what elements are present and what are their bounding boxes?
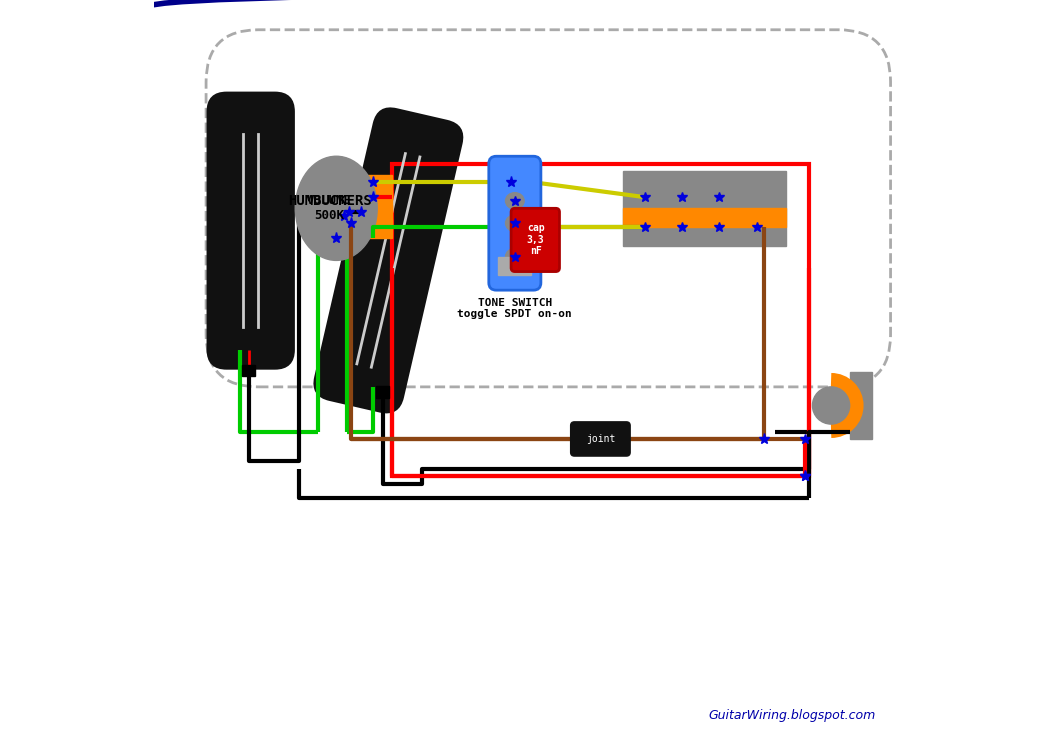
Bar bbox=[623, 208, 787, 227]
Circle shape bbox=[812, 387, 850, 424]
Ellipse shape bbox=[506, 215, 524, 231]
Bar bbox=[351, 219, 392, 227]
Bar bbox=[351, 175, 392, 238]
Bar bbox=[850, 372, 872, 439]
Text: joint: joint bbox=[586, 434, 615, 444]
Ellipse shape bbox=[506, 193, 524, 209]
Ellipse shape bbox=[506, 248, 524, 265]
Bar bbox=[351, 205, 392, 212]
FancyBboxPatch shape bbox=[511, 208, 560, 272]
Text: VOLUME
500K: VOLUME 500K bbox=[306, 194, 351, 222]
Bar bbox=[392, 164, 809, 476]
Bar bbox=[351, 190, 392, 197]
Text: TONE SWITCH
toggle SPDT on-on: TONE SWITCH toggle SPDT on-on bbox=[458, 298, 572, 319]
Ellipse shape bbox=[296, 156, 378, 260]
Text: cap
3,3
nF: cap 3,3 nF bbox=[527, 223, 545, 256]
Bar bbox=[499, 257, 531, 275]
Text: HUMBUCKERS: HUMBUCKERS bbox=[288, 194, 371, 208]
FancyBboxPatch shape bbox=[315, 109, 462, 412]
Text: GuitarWiring.blogspot.com: GuitarWiring.blogspot.com bbox=[708, 709, 875, 722]
FancyBboxPatch shape bbox=[489, 156, 541, 290]
Bar bbox=[351, 179, 392, 186]
Bar bbox=[376, 386, 389, 398]
FancyBboxPatch shape bbox=[208, 93, 294, 368]
FancyBboxPatch shape bbox=[570, 422, 630, 456]
Bar bbox=[242, 365, 256, 376]
Bar bbox=[623, 171, 787, 246]
